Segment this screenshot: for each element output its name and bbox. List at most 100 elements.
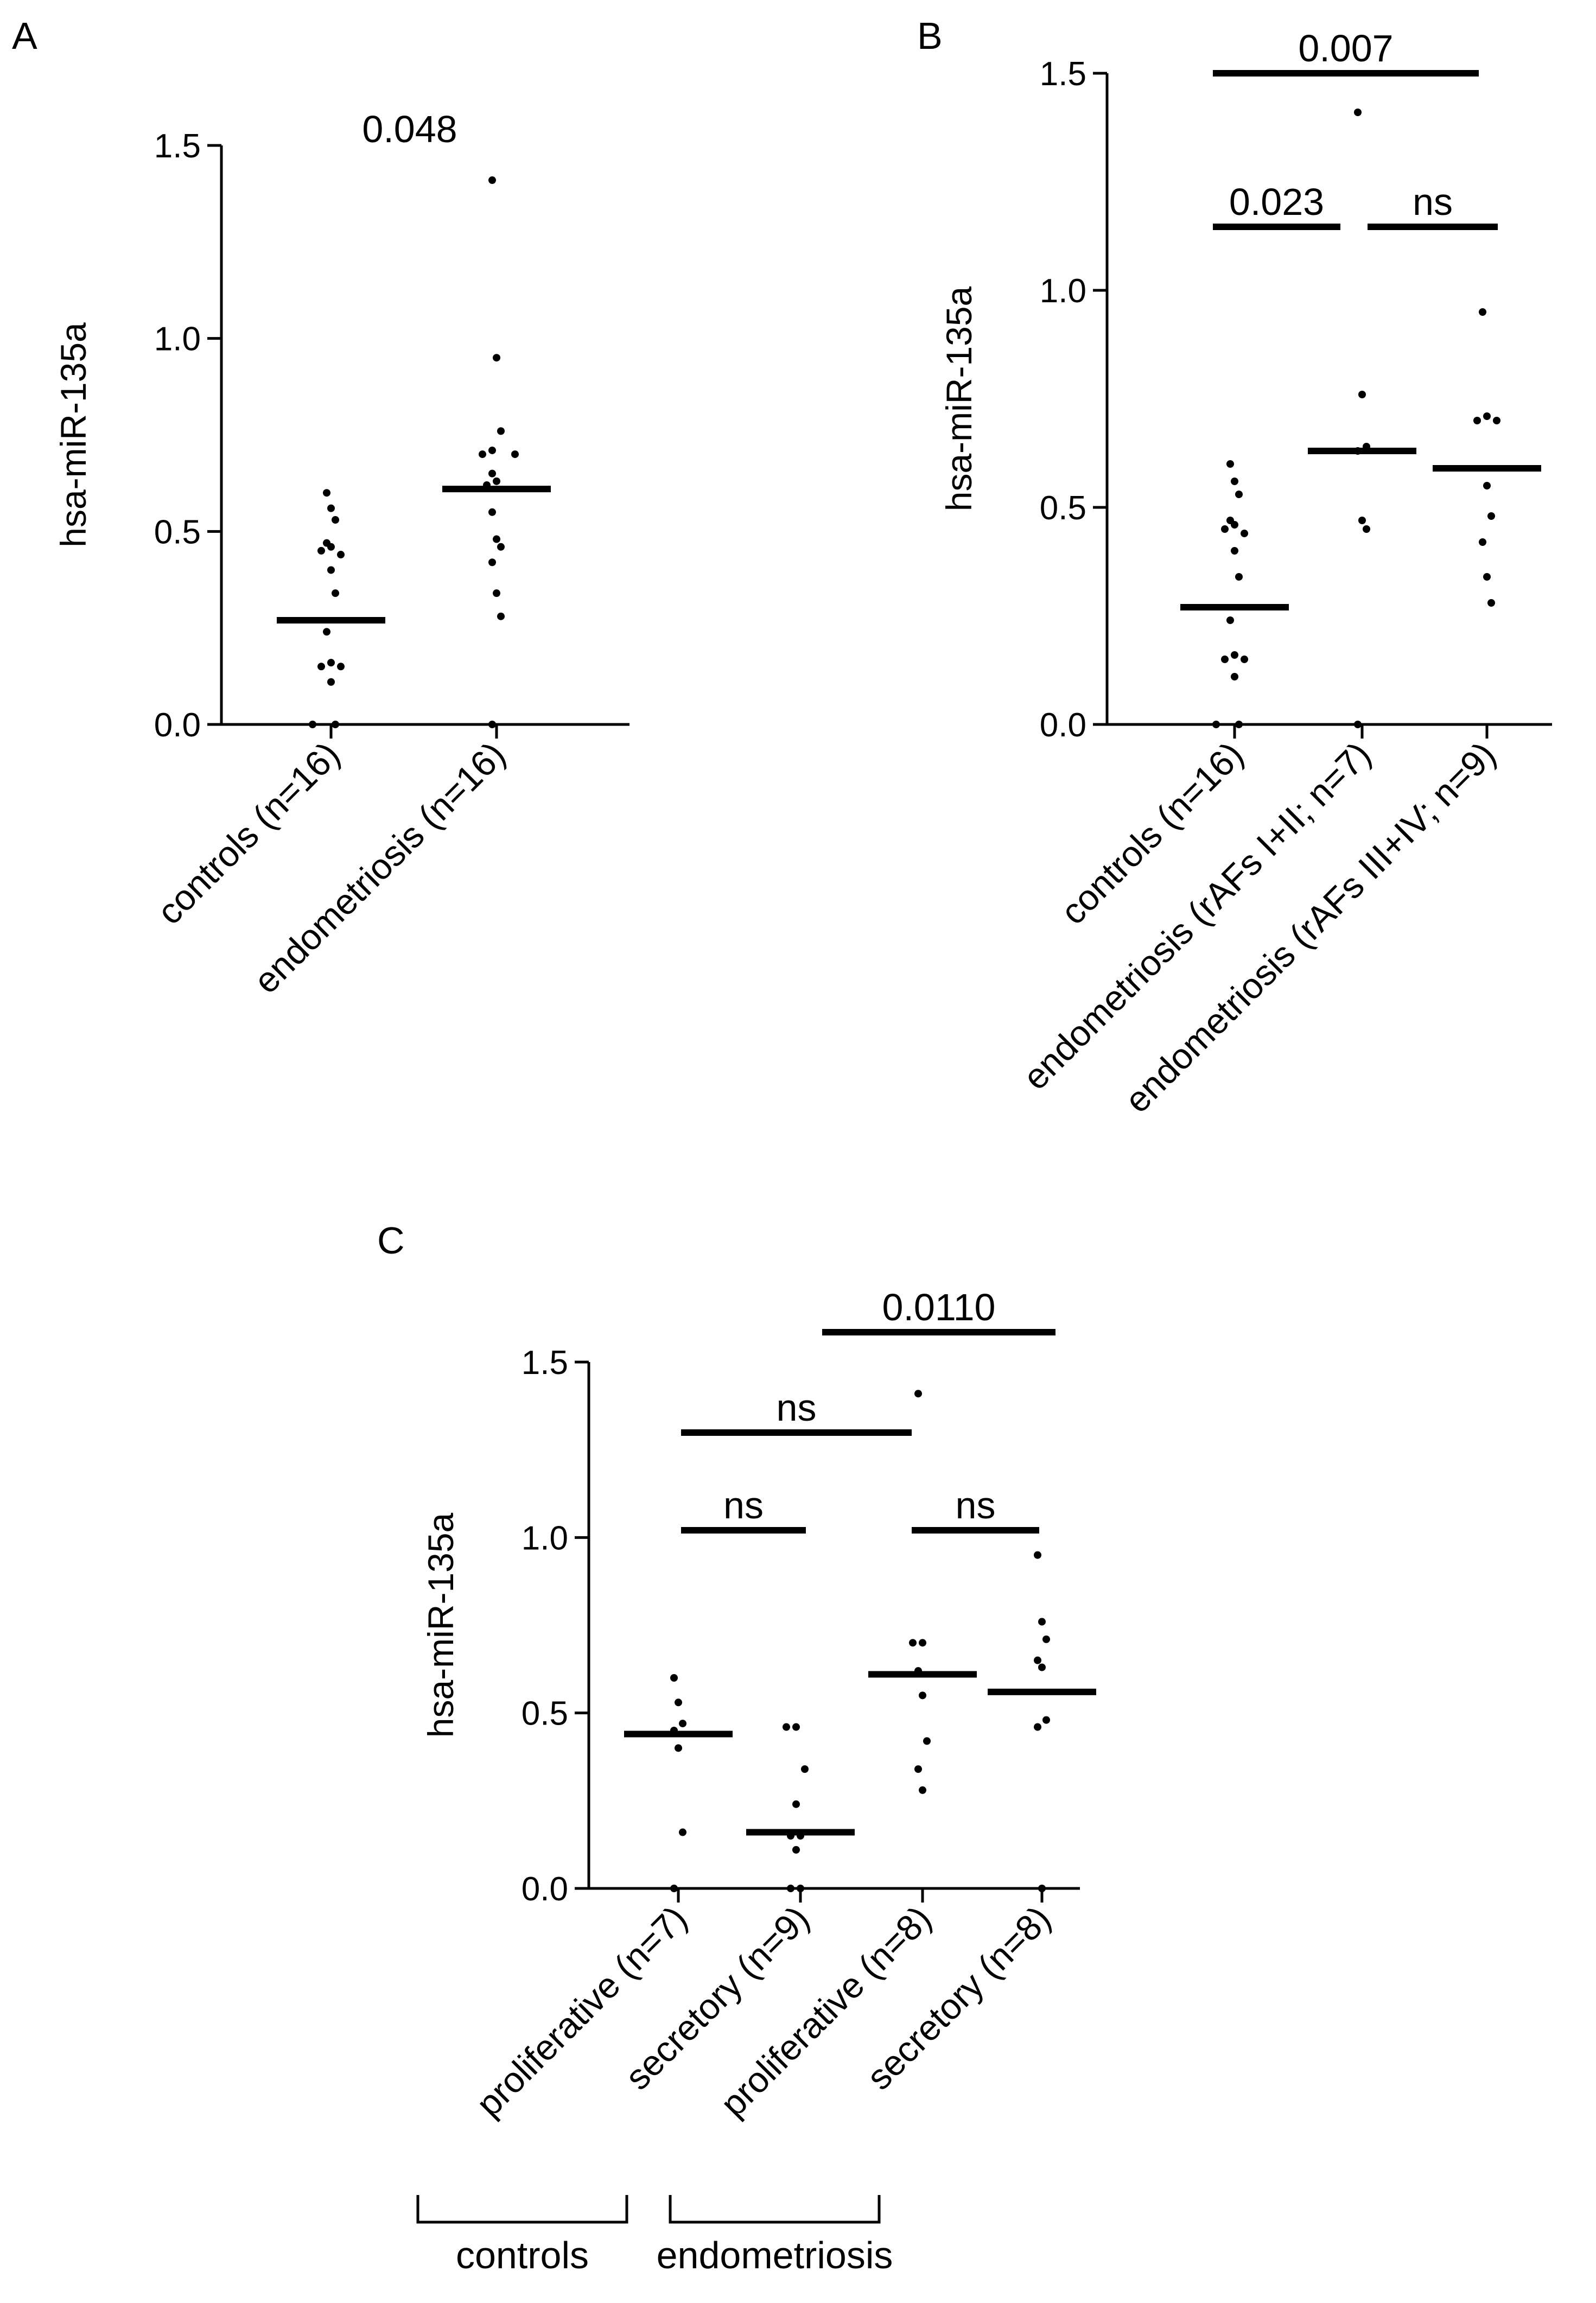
- panel-b-significance-label: ns: [1413, 181, 1453, 223]
- panel-b-data-point: [1226, 460, 1234, 468]
- panel-c-data-point: [679, 1720, 686, 1728]
- panel-a-data-point: [497, 543, 505, 551]
- panel-c-data-point: [792, 1846, 800, 1854]
- panel-a-y-tick-label: 1.5: [154, 128, 201, 165]
- panel-c-label: C: [377, 1219, 405, 1262]
- panel-b-data-point: [1231, 673, 1238, 680]
- panel-c-data-point: [783, 1723, 790, 1731]
- panel-a-data-point: [327, 678, 335, 686]
- panel-a-data-point: [337, 663, 345, 671]
- panel-c-significance-label: ns: [723, 1484, 764, 1526]
- panel-a-data-point: [488, 176, 496, 185]
- panel-c-data-point: [919, 1691, 926, 1700]
- panel-b-data-point: [1363, 525, 1370, 533]
- panel-c-data-point: [1034, 1656, 1041, 1664]
- panel-a-data-point: [317, 663, 325, 671]
- panel-a-data-point: [332, 589, 339, 597]
- panel-a-y-tick-label: 1.0: [154, 321, 201, 358]
- panel-a-data-point: [323, 489, 330, 497]
- panel-b-data-point: [1354, 721, 1362, 728]
- panel-b-y-tick-label: 0.0: [1040, 707, 1086, 744]
- panel-c-significance-label: 0.0110: [882, 1286, 996, 1328]
- panel-a-data-point: [488, 721, 496, 728]
- panel-a-label: A: [12, 15, 37, 57]
- panel-a-data-point: [323, 628, 330, 636]
- panel-a-data-point: [332, 721, 339, 728]
- panel-c-category-label: proliferative (n=8): [713, 1898, 939, 2124]
- panel-b-data-point: [1235, 491, 1243, 498]
- panel-c-data-point: [787, 1885, 794, 1892]
- panel-a-p-value-label: 0.048: [362, 108, 457, 150]
- panel-a-y-tick-label: 0.5: [154, 513, 201, 551]
- panel-c-data-point: [801, 1765, 809, 1773]
- panel-c-group-bracket: [669, 2195, 881, 2224]
- panel-a-data-point: [488, 446, 496, 454]
- panel-c-data-point: [1042, 1635, 1050, 1643]
- panel-a-data-point: [337, 551, 345, 559]
- panel-a-data-point: [511, 450, 519, 459]
- panel-a-data-point: [309, 721, 316, 728]
- panel-b-y-axis-title: hsa-miR-135a: [939, 286, 979, 511]
- panel-b-y-tick-label: 0.5: [1040, 489, 1086, 527]
- panel-c-data-point: [914, 1765, 922, 1773]
- panel-b-data-point: [1487, 599, 1495, 607]
- panel-b-data-point: [1479, 538, 1486, 546]
- panel-c-category-label: proliferative (n=7): [468, 1898, 695, 2124]
- panel-c-data-point: [1038, 1663, 1046, 1671]
- panel-b-data-point: [1221, 525, 1229, 533]
- panel-c-y-tick-label: 0.0: [522, 1871, 568, 1908]
- panel-a-data-point: [327, 659, 335, 667]
- panel-b-data-point: [1483, 482, 1491, 489]
- panel-c-data-point: [923, 1737, 931, 1745]
- panel-b-y-tick-label: 1.5: [1040, 55, 1086, 93]
- panel-b-data-point: [1479, 308, 1486, 316]
- panel-b-data-point: [1241, 656, 1248, 663]
- panel-a-data-point: [317, 546, 325, 555]
- panel-c-data-point: [909, 1639, 917, 1647]
- panel-b-data-point: [1493, 417, 1500, 424]
- panel-c-data-point: [675, 1744, 682, 1752]
- panel-a-data-point: [332, 516, 339, 524]
- panel-b-data-point: [1231, 547, 1238, 555]
- panel-b-y-tick-label: 1.0: [1040, 272, 1086, 310]
- panel-c-data-point: [675, 1698, 682, 1707]
- panel-b-data-point: [1473, 417, 1481, 424]
- panel-c-data-point: [670, 1885, 678, 1892]
- panel-a-data-point: [327, 504, 335, 512]
- panel-c-group-label: controls: [456, 2234, 589, 2276]
- panel-c-group-bracket: [416, 2195, 628, 2224]
- panel-c-y-tick-label: 1.0: [522, 1519, 568, 1557]
- panel-c-data-point: [919, 1639, 926, 1647]
- panel-c-data-point: [1042, 1716, 1050, 1724]
- panel-c-data-point: [797, 1885, 804, 1892]
- panel-b-significance-label: 0.023: [1229, 181, 1324, 223]
- panel-c-data-point: [1038, 1618, 1046, 1626]
- panel-a-data-point: [493, 354, 500, 362]
- panel-c-significance-label: ns: [956, 1484, 996, 1526]
- panel-c-group-label: endometriosis: [657, 2234, 893, 2276]
- panel-a-data-point: [488, 469, 496, 478]
- panel-b-data-point: [1487, 512, 1495, 520]
- panel-b-data-point: [1354, 109, 1362, 116]
- panel-c-data-point: [919, 1786, 926, 1794]
- panel-a-data-point: [493, 589, 500, 597]
- panel-a-data-point: [497, 427, 505, 435]
- panel-c-y-tick-label: 0.5: [522, 1695, 568, 1733]
- panel-b-label: B: [917, 15, 943, 57]
- panel-b-data-point: [1231, 521, 1238, 529]
- panel-a-data-point: [493, 477, 500, 485]
- panel-b-data-point: [1358, 391, 1366, 398]
- panel-a-data-point: [479, 450, 486, 459]
- panel-b-data-point: [1483, 412, 1491, 420]
- panel-a-data-point: [327, 566, 335, 574]
- panel-c-data-point: [914, 1390, 922, 1398]
- panel-b-significance-label: 0.007: [1298, 27, 1393, 69]
- panel-c-data-point: [1034, 1723, 1041, 1731]
- panel-c-significance-label: ns: [777, 1386, 817, 1429]
- panel-a-data-point: [327, 543, 335, 551]
- panel-b-data-point: [1483, 573, 1491, 581]
- panel-c-data-point: [1034, 1551, 1041, 1559]
- panel-c-data-point: [679, 1828, 686, 1836]
- panel-b-data-point: [1235, 721, 1243, 728]
